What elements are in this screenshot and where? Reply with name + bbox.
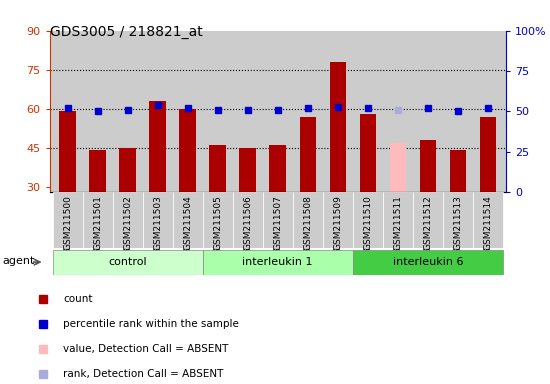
Bar <box>293 192 323 248</box>
Bar <box>142 192 173 248</box>
Bar <box>383 192 413 248</box>
Text: GDS3005 / 218821_at: GDS3005 / 218821_at <box>50 25 202 39</box>
Bar <box>52 250 202 275</box>
Text: agent: agent <box>3 256 35 266</box>
Text: GSM211503: GSM211503 <box>153 195 162 250</box>
Bar <box>413 192 443 248</box>
Text: GSM211506: GSM211506 <box>243 195 252 250</box>
Text: percentile rank within the sample: percentile rank within the sample <box>63 319 239 329</box>
Bar <box>450 151 466 192</box>
Text: GSM211502: GSM211502 <box>123 195 132 250</box>
Bar <box>150 101 166 192</box>
Bar <box>353 192 383 248</box>
Bar <box>263 192 293 248</box>
Text: GSM211512: GSM211512 <box>424 195 432 250</box>
Text: GSM211513: GSM211513 <box>453 195 463 250</box>
Bar <box>202 250 353 275</box>
Bar <box>233 192 263 248</box>
Text: count: count <box>63 294 92 304</box>
Bar <box>300 117 316 192</box>
Bar <box>82 192 113 248</box>
Bar <box>239 148 256 192</box>
Text: GSM211511: GSM211511 <box>393 195 403 250</box>
Bar <box>119 148 136 192</box>
Bar <box>52 192 82 248</box>
Bar <box>270 145 286 192</box>
Text: interleukin 1: interleukin 1 <box>243 257 313 267</box>
Bar <box>473 192 503 248</box>
Text: GSM211510: GSM211510 <box>364 195 372 250</box>
Bar <box>173 192 202 248</box>
Text: GSM211514: GSM211514 <box>483 195 492 250</box>
Text: rank, Detection Call = ABSENT: rank, Detection Call = ABSENT <box>63 369 223 379</box>
Bar <box>480 117 496 192</box>
Text: control: control <box>108 257 147 267</box>
Bar <box>210 145 226 192</box>
Text: GSM211508: GSM211508 <box>303 195 312 250</box>
Text: interleukin 6: interleukin 6 <box>393 257 463 267</box>
Text: GSM211501: GSM211501 <box>93 195 102 250</box>
Bar <box>353 250 503 275</box>
Text: GSM211504: GSM211504 <box>183 195 192 250</box>
Bar <box>420 140 436 192</box>
Text: GSM211507: GSM211507 <box>273 195 282 250</box>
Bar <box>323 192 353 248</box>
Bar <box>179 109 196 192</box>
Bar <box>113 192 142 248</box>
Bar <box>389 142 406 192</box>
Bar <box>59 111 76 192</box>
Text: GSM211505: GSM211505 <box>213 195 222 250</box>
Bar <box>202 192 233 248</box>
Bar <box>443 192 473 248</box>
Text: value, Detection Call = ABSENT: value, Detection Call = ABSENT <box>63 344 228 354</box>
Bar <box>360 114 376 192</box>
Bar <box>89 151 106 192</box>
Text: GSM211500: GSM211500 <box>63 195 72 250</box>
Text: GSM211509: GSM211509 <box>333 195 342 250</box>
Bar <box>329 62 346 192</box>
